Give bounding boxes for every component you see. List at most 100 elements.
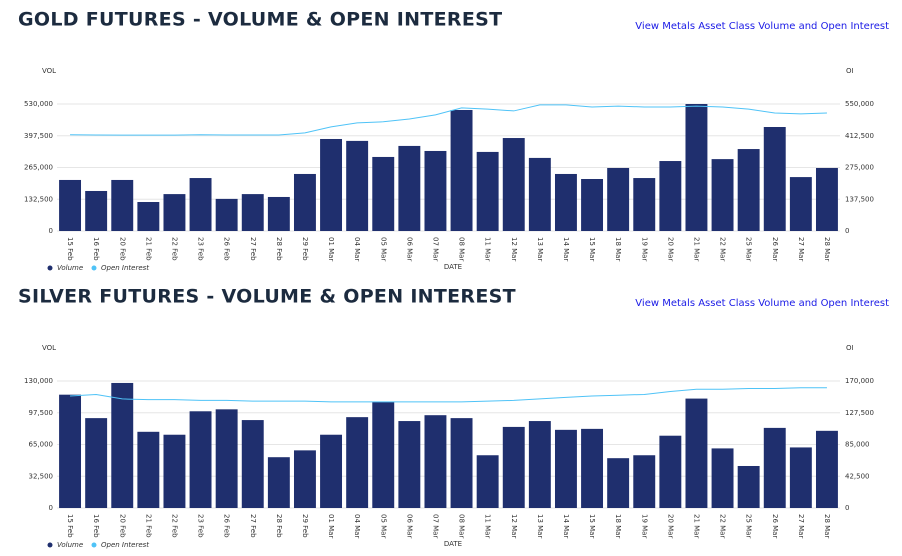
bar	[215, 409, 238, 508]
bar	[59, 179, 82, 231]
bar	[659, 435, 682, 508]
x-tick-label: 23 Feb	[197, 237, 205, 261]
x-tick-label: 18 Mar	[614, 237, 622, 261]
x-tick-label: 21 Mar	[692, 237, 700, 261]
bar	[346, 140, 369, 231]
legend-label: Open Interest	[101, 541, 149, 549]
asset-class-link[interactable]: View Metals Asset Class Volume and Open …	[635, 21, 889, 32]
legend-marker	[91, 542, 97, 548]
y-tick-label: 132,500	[24, 195, 53, 203]
bar	[267, 196, 290, 231]
y2-tick-label: 42,500	[845, 472, 870, 480]
bar	[111, 382, 134, 508]
y-tick-label: 530,000	[24, 100, 53, 108]
x-tick-label: 28 Feb	[275, 237, 283, 261]
y2-tick-label: 170,000	[845, 377, 874, 385]
bar	[581, 428, 604, 508]
x-tick-label: 14 Mar	[562, 514, 570, 538]
x-tick-label: 04 Mar	[353, 237, 361, 261]
bar	[685, 398, 708, 508]
bar	[502, 138, 525, 231]
bar	[789, 177, 812, 231]
y2-tick-label: 550,000	[845, 100, 874, 108]
x-tick-label: 08 Mar	[458, 237, 466, 261]
x-tick-label: 25 Mar	[745, 237, 753, 261]
bar	[346, 417, 369, 508]
x-tick-label: 21 Feb	[144, 237, 152, 261]
x-tick-label: 18 Mar	[614, 514, 622, 538]
bar	[476, 151, 499, 231]
x-tick-label: 26 Mar	[771, 237, 779, 261]
bar	[59, 394, 82, 508]
y2-axis-label: OI	[846, 344, 854, 352]
x-tick-label: 11 Mar	[484, 237, 492, 261]
x-axis-label: DATE	[444, 263, 462, 271]
bar	[581, 179, 604, 231]
oi-line	[70, 104, 827, 136]
x-tick-label: 15 Mar	[588, 514, 596, 538]
y2-tick-label: 0	[845, 504, 849, 512]
bar	[372, 401, 395, 508]
bar	[111, 179, 134, 231]
bar	[607, 458, 630, 508]
bar	[789, 447, 812, 508]
x-tick-label: 20 Feb	[118, 237, 126, 261]
bar	[763, 127, 786, 231]
y2-axis-label: OI	[846, 67, 854, 75]
bar	[372, 156, 395, 231]
y2-tick-label: 85,000	[845, 441, 870, 449]
x-tick-label: 07 Mar	[431, 514, 439, 538]
bar	[398, 421, 421, 508]
bar	[137, 431, 160, 508]
bar	[267, 457, 290, 508]
bar	[737, 149, 760, 231]
x-tick-label: 22 Feb	[170, 237, 178, 261]
y2-tick-label: 127,500	[845, 409, 874, 417]
x-tick-label: 01 Mar	[327, 514, 335, 538]
x-tick-label: 20 Mar	[666, 237, 674, 261]
legend-label: Open Interest	[101, 264, 149, 272]
asset-class-link[interactable]: View Metals Asset Class Volume and Open …	[635, 298, 889, 309]
x-tick-label: 27 Mar	[797, 514, 805, 538]
x-tick-label: 16 Feb	[92, 237, 100, 261]
x-tick-label: 23 Feb	[197, 514, 205, 538]
y2-tick-label: 0	[845, 227, 849, 235]
legend-label: Volume	[57, 264, 83, 272]
x-tick-label: 26 Feb	[223, 514, 231, 538]
y2-tick-label: 412,500	[845, 132, 874, 140]
x-tick-label: 11 Mar	[484, 514, 492, 538]
bar	[476, 455, 499, 508]
y-tick-label: 130,000	[24, 377, 53, 385]
y-tick-label: 65,000	[29, 441, 54, 449]
y-tick-label: 97,500	[29, 409, 54, 417]
x-tick-label: 22 Feb	[170, 514, 178, 538]
oi-line	[70, 387, 827, 403]
y-tick-label: 397,500	[24, 132, 53, 140]
x-tick-label: 27 Feb	[249, 237, 257, 261]
bar	[424, 415, 447, 508]
bar	[763, 427, 786, 508]
legend-marker	[47, 265, 53, 271]
x-tick-label: 19 Mar	[640, 237, 648, 261]
x-tick-label: 05 Mar	[379, 237, 387, 261]
bar	[241, 420, 264, 508]
bar	[163, 194, 186, 231]
x-tick-label: 21 Feb	[144, 514, 152, 538]
y-axis-label: VOL	[42, 344, 56, 352]
bar	[633, 178, 656, 231]
y-tick-label: 265,000	[24, 164, 53, 172]
x-tick-label: 12 Mar	[510, 514, 518, 538]
bar	[607, 167, 630, 231]
x-tick-label: 19 Mar	[640, 514, 648, 538]
bar	[137, 202, 160, 231]
bar	[685, 104, 708, 231]
x-tick-label: 12 Mar	[510, 237, 518, 261]
x-tick-label: 01 Mar	[327, 237, 335, 261]
x-tick-label: 07 Mar	[431, 237, 439, 261]
x-tick-label: 14 Mar	[562, 237, 570, 261]
x-tick-label: 27 Feb	[249, 514, 257, 538]
bar	[189, 411, 212, 508]
x-tick-label: 26 Mar	[771, 514, 779, 538]
legend-marker	[47, 542, 53, 548]
